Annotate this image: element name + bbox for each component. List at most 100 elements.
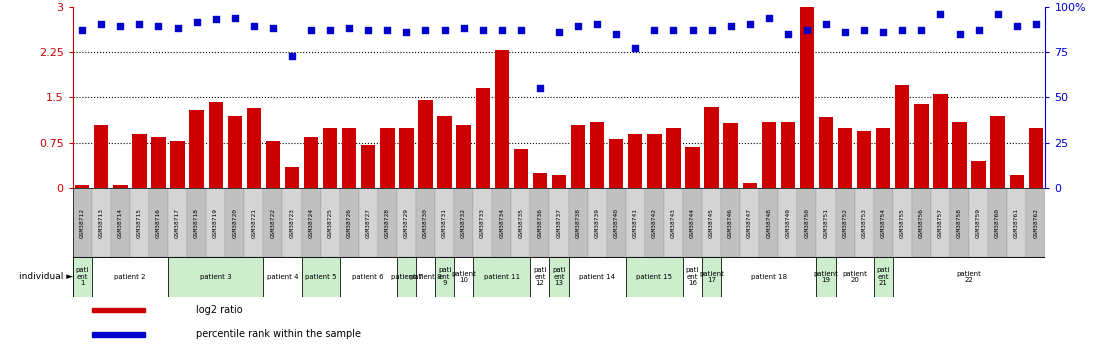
Text: GSM38720: GSM38720 bbox=[233, 208, 237, 237]
Bar bbox=[873, 188, 893, 257]
Text: GSM38740: GSM38740 bbox=[614, 208, 618, 237]
Point bbox=[188, 19, 206, 25]
Point bbox=[722, 23, 740, 29]
Bar bbox=[835, 257, 873, 297]
Text: GSM38728: GSM38728 bbox=[385, 208, 390, 237]
Bar bbox=[647, 134, 662, 188]
Text: pati
ent
1: pati ent 1 bbox=[76, 267, 89, 286]
Bar bbox=[437, 116, 452, 188]
Bar bbox=[552, 175, 566, 188]
Point bbox=[645, 27, 663, 33]
Bar bbox=[835, 188, 854, 257]
Bar bbox=[991, 116, 1005, 188]
Point bbox=[398, 30, 416, 35]
Point bbox=[607, 31, 625, 37]
Text: patient 4: patient 4 bbox=[267, 274, 299, 280]
Text: GSM38758: GSM38758 bbox=[957, 208, 961, 237]
Bar bbox=[206, 188, 225, 257]
Bar bbox=[92, 308, 144, 313]
Point bbox=[493, 27, 511, 33]
Point bbox=[226, 15, 244, 21]
Bar bbox=[761, 122, 776, 188]
Bar bbox=[435, 188, 454, 257]
Bar bbox=[818, 117, 833, 188]
Text: GSM38754: GSM38754 bbox=[881, 208, 885, 237]
Point bbox=[474, 27, 492, 33]
Point bbox=[359, 27, 377, 33]
Bar bbox=[168, 257, 264, 297]
Bar bbox=[742, 183, 757, 188]
Text: GSM38760: GSM38760 bbox=[995, 208, 1001, 237]
Text: GSM38730: GSM38730 bbox=[423, 208, 428, 237]
Bar bbox=[628, 134, 643, 188]
Bar bbox=[931, 188, 950, 257]
Text: patient
19: patient 19 bbox=[814, 270, 838, 283]
Text: GSM38759: GSM38759 bbox=[976, 208, 982, 237]
Text: GSM38739: GSM38739 bbox=[595, 208, 599, 237]
Text: GSM38737: GSM38737 bbox=[557, 208, 561, 237]
Bar bbox=[1007, 188, 1026, 257]
Text: patient 14: patient 14 bbox=[579, 274, 615, 280]
Point bbox=[588, 21, 606, 27]
Bar bbox=[302, 257, 340, 297]
Text: GSM38722: GSM38722 bbox=[271, 208, 275, 237]
Bar bbox=[530, 257, 549, 297]
Bar bbox=[475, 88, 490, 188]
Bar bbox=[896, 86, 909, 188]
Point bbox=[855, 27, 873, 33]
Text: patient 5: patient 5 bbox=[305, 274, 337, 280]
Text: GSM38744: GSM38744 bbox=[690, 208, 695, 237]
Text: patient 2: patient 2 bbox=[114, 274, 145, 280]
Bar bbox=[73, 257, 92, 297]
Point bbox=[74, 27, 92, 33]
Point bbox=[1007, 23, 1025, 29]
Point bbox=[683, 27, 701, 33]
Point bbox=[950, 31, 968, 37]
Bar bbox=[721, 257, 816, 297]
Bar bbox=[797, 188, 816, 257]
Bar bbox=[683, 257, 702, 297]
Text: patient 18: patient 18 bbox=[750, 274, 787, 280]
Bar bbox=[285, 167, 300, 188]
Bar bbox=[266, 141, 281, 188]
Text: patient 3: patient 3 bbox=[200, 274, 231, 280]
Text: patient 7: patient 7 bbox=[390, 274, 423, 280]
Bar bbox=[530, 188, 549, 257]
Text: patient
20: patient 20 bbox=[842, 270, 868, 283]
Bar bbox=[626, 188, 645, 257]
Bar bbox=[264, 188, 283, 257]
Text: GSM38723: GSM38723 bbox=[290, 208, 294, 237]
Point bbox=[417, 27, 435, 33]
Bar bbox=[209, 102, 222, 188]
Bar bbox=[399, 128, 414, 188]
Text: GSM38747: GSM38747 bbox=[747, 208, 752, 237]
Point bbox=[893, 27, 911, 33]
Text: GSM38738: GSM38738 bbox=[576, 208, 580, 237]
Point bbox=[321, 27, 339, 33]
Bar bbox=[73, 188, 92, 257]
Point bbox=[760, 15, 778, 21]
Bar bbox=[151, 137, 165, 188]
Bar bbox=[685, 147, 700, 188]
Bar bbox=[187, 188, 206, 257]
Bar bbox=[549, 257, 569, 297]
Text: pati
ent
21: pati ent 21 bbox=[877, 267, 890, 286]
Bar bbox=[113, 185, 127, 188]
Point bbox=[378, 27, 396, 33]
Bar bbox=[149, 188, 168, 257]
Bar bbox=[492, 188, 511, 257]
Bar bbox=[111, 188, 130, 257]
Text: GSM38751: GSM38751 bbox=[824, 208, 828, 237]
Bar bbox=[228, 116, 241, 188]
Bar bbox=[323, 128, 338, 188]
Text: pati
ent
13: pati ent 13 bbox=[552, 267, 566, 286]
Text: GSM38719: GSM38719 bbox=[214, 208, 218, 237]
Point bbox=[931, 11, 949, 17]
Bar bbox=[1029, 128, 1043, 188]
Bar bbox=[858, 131, 871, 188]
Bar bbox=[533, 173, 547, 188]
Bar bbox=[418, 100, 433, 188]
Text: GSM38757: GSM38757 bbox=[938, 208, 942, 237]
Point bbox=[569, 23, 587, 29]
Bar bbox=[893, 188, 912, 257]
